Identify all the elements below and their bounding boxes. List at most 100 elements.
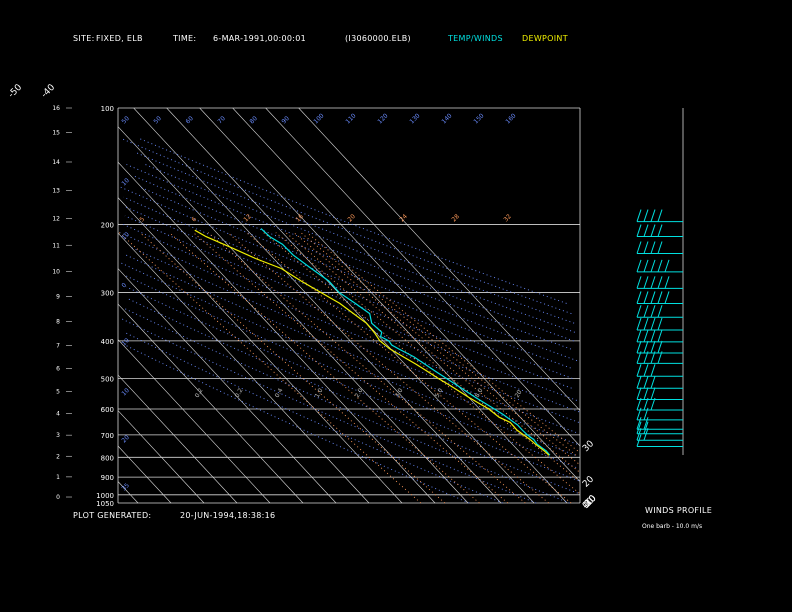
mixing-ratio-label: 12 — [242, 213, 252, 223]
mixing-ratio-line — [285, 232, 579, 472]
mixing-ratio-label: 5 — [138, 216, 146, 224]
isotherm-line — [199, 107, 568, 504]
dry-adiabat-label: 10 — [120, 231, 130, 241]
isobar-label: 600 — [101, 406, 114, 414]
dry-adiabat — [120, 317, 537, 504]
dry-adiabat — [134, 151, 575, 324]
dry-adiabat — [134, 175, 572, 350]
height-label: 3 — [56, 432, 60, 439]
dry-adiabat-label: 50 — [152, 115, 162, 125]
height-label: 13 — [52, 188, 60, 195]
wind-barb-flag — [657, 276, 663, 289]
wind-barb-flag — [643, 329, 649, 343]
wind-barb-flag — [636, 376, 642, 389]
wind-barb-flag — [636, 241, 642, 254]
wind-barb-flag — [636, 428, 642, 441]
isotherm-line — [117, 303, 304, 504]
plot-generated-value: 20-JUN-1994,18:38:16 — [180, 511, 275, 520]
legend-dewpoint: DEWPOINT — [522, 34, 568, 43]
wind-barb-flag — [657, 317, 663, 331]
dry-adiabat — [124, 206, 572, 389]
mixing-ratio-label: 20 — [346, 213, 356, 223]
height-label: 15 — [52, 129, 60, 136]
grid-layer — [66, 107, 581, 504]
mixing-ratio-line — [207, 232, 526, 504]
wind-barb-flag — [657, 291, 663, 304]
wind-barb-flag — [650, 317, 656, 331]
wind-barb-flag — [643, 417, 649, 430]
mixing-ratio-label: 24 — [398, 213, 408, 223]
mixing-ratio-line — [246, 232, 572, 504]
isotherm-right-label: 30 — [581, 439, 596, 454]
wind-barb-flag — [643, 397, 649, 411]
wind-barb-flag — [643, 224, 649, 237]
dry-adiabat — [123, 196, 573, 379]
mixing-ratio-lower-label: 8.0 — [474, 387, 485, 399]
mixing-ratio-line — [263, 232, 580, 494]
wind-barb-flag — [643, 428, 649, 441]
height-label: 8 — [56, 318, 60, 325]
dry-adiabat-label: 90 — [280, 115, 290, 125]
mixing-ratio-lower-label: 5.0 — [434, 387, 445, 399]
mixing-ratio-line — [193, 232, 509, 504]
mixing-ratio-label: 16 — [294, 213, 304, 223]
site-value: FIXED, ELB — [96, 34, 143, 43]
wind-barb-flag — [636, 259, 642, 273]
isotherm-line — [117, 126, 469, 504]
time-label: TIME: — [172, 34, 196, 43]
dry-adiabat — [125, 254, 578, 445]
isotherm-line — [117, 374, 238, 504]
time-value: 6-MAR-1991,00:00:01 — [213, 34, 306, 43]
site-label: SITE: — [73, 34, 95, 43]
wind-barb-flag — [643, 340, 649, 354]
wind-barb-flag — [657, 241, 663, 254]
height-label: 6 — [56, 366, 60, 373]
wind-barb-flag — [650, 376, 656, 389]
isotherm-line — [232, 107, 581, 482]
isotherm-top-label: -40 — [40, 82, 58, 100]
plot-generated-label: PLOT GENERATED: — [73, 511, 151, 520]
dry-adiabat-label: 100 — [312, 112, 325, 125]
labels-layer: 1050100090080070060050040030020010001234… — [7, 82, 599, 511]
wind-barb-flag — [643, 209, 649, 222]
winds-profile-label: WINDS PROFILE — [645, 506, 712, 515]
isotherm-line — [117, 481, 139, 504]
wind-barb-flag — [636, 291, 642, 304]
dewpoint-profile-line — [194, 229, 550, 456]
dry-adiabat-label: 60 — [184, 115, 194, 125]
height-label: 9 — [56, 294, 60, 301]
isobar-label: 400 — [101, 338, 114, 346]
wind-profile — [636, 108, 684, 455]
height-label: 14 — [52, 159, 60, 166]
dry-adiabat-label: 140 — [440, 112, 453, 125]
mixing-ratio-line — [227, 232, 549, 504]
wind-barb-flag — [636, 417, 642, 430]
wind-barb-flag — [650, 276, 656, 289]
wind-barb-flag — [650, 259, 656, 273]
dry-adiabat — [120, 186, 571, 369]
mixing-ratio-lower-label: 0.2 — [194, 387, 205, 399]
wind-barb-flag — [636, 421, 642, 434]
wind-barb-flag — [636, 397, 642, 411]
height-label: 1 — [56, 474, 60, 481]
height-label: 12 — [52, 215, 60, 222]
isotherm-right-label: 0 — [581, 500, 592, 511]
wind-barb-flag — [643, 305, 649, 318]
wind-barb-flag — [643, 241, 649, 254]
isotherm-line — [117, 339, 271, 504]
dry-adiabat-label: 10 — [120, 177, 130, 187]
wind-barb-flag — [636, 276, 642, 289]
wind-barb-flag — [636, 329, 642, 343]
dry-adiabat-label: 50 — [120, 115, 130, 125]
dry-adiabat-label: 160 — [504, 112, 517, 125]
legend-temp-winds: TEMP/WINDS — [447, 34, 503, 43]
dry-adiabat — [126, 286, 579, 482]
isotherm-right-label: 20 — [581, 474, 596, 489]
wind-barb-flag — [650, 340, 656, 354]
mixing-ratio-line — [118, 232, 422, 504]
dry-adiabat — [123, 223, 580, 413]
isobar-label: 200 — [101, 221, 114, 229]
wind-barb-flag — [643, 376, 649, 389]
isotherm-line — [265, 107, 581, 447]
wind-barb-flag — [636, 209, 642, 222]
